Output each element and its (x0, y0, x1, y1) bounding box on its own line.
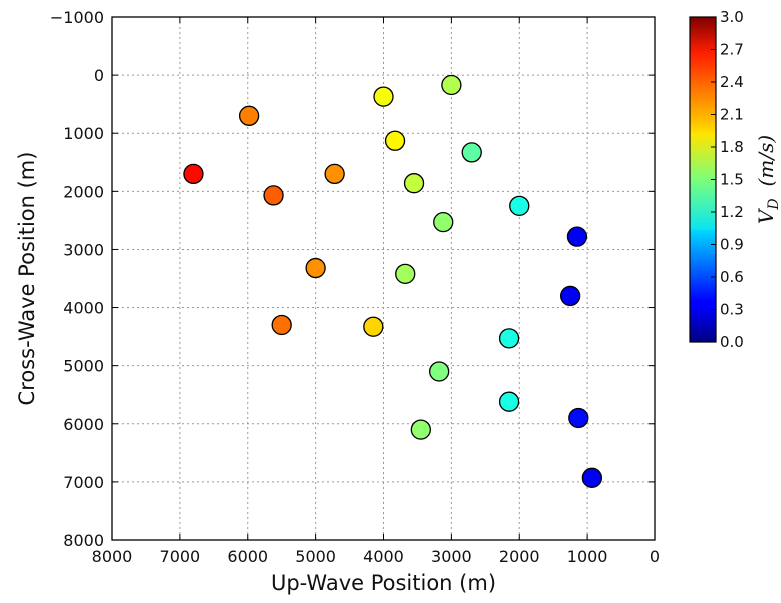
data-point (373, 86, 394, 107)
data-point (403, 173, 425, 194)
colorbar-tick-label: 0.3 (720, 301, 744, 319)
data-point (441, 74, 462, 96)
y-tick-label: 7000 (63, 473, 104, 492)
colorbar-tick-label: 0.6 (720, 268, 744, 286)
data-point (271, 314, 292, 336)
x-axis-label: Up-Wave Position (m) (271, 571, 496, 595)
colorbar-tick-label: 2.1 (720, 106, 744, 124)
y-tick-label: 5000 (63, 357, 104, 376)
y-tick-label: 0 (94, 66, 104, 85)
y-tick-label: 3000 (63, 240, 104, 259)
x-tick-label: 5000 (295, 547, 336, 566)
data-point (461, 142, 482, 163)
data-point (429, 361, 450, 382)
colorbar-tick-label: 2.4 (720, 73, 744, 91)
y-tick-label: 8000 (63, 531, 104, 550)
x-tick-label: 0 (650, 547, 660, 566)
colorbar-tick-label: 1.8 (720, 138, 744, 156)
data-point (568, 407, 589, 429)
data-point (509, 195, 530, 217)
plot-frame (111, 16, 656, 541)
data-point (395, 263, 416, 285)
data-point (433, 211, 454, 233)
x-tick-label: 7000 (160, 547, 201, 566)
data-point (384, 130, 406, 151)
x-tick-label: 8000 (92, 547, 133, 566)
data-point (560, 285, 581, 307)
plot-area: 8000 7000 6000 5000 4000 3000 2000 1000 0 −1000 0 1… (15, 8, 660, 595)
y-tick-label: 1000 (63, 124, 104, 143)
colorbar-label: VD(m/s) (754, 135, 781, 224)
colorbar-tick-label: 1.5 (720, 171, 744, 189)
y-tick-label: 6000 (63, 415, 104, 434)
data-point (183, 163, 204, 185)
data-point (566, 226, 588, 247)
data-point (363, 316, 384, 337)
data-point (263, 185, 284, 206)
colorbar-tick-label: 0.0 (720, 333, 744, 351)
data-point (581, 467, 603, 488)
x-tick-label: 6000 (227, 547, 268, 566)
data-point (324, 163, 345, 185)
y-tick-label: 2000 (63, 182, 104, 201)
data-point (498, 391, 520, 412)
data-point (410, 419, 431, 440)
colorbar-tick-label: 2.7 (720, 41, 744, 59)
x-tick-label: 4000 (363, 547, 404, 566)
colorbar-tick-label: 0.9 (720, 236, 744, 254)
colorbar-tick-label: 1.2 (720, 203, 744, 221)
x-tick-label: 2000 (499, 547, 540, 566)
colorbar: 0.0 0.3 0.6 0.9 1.2 1.5 1.8 2.1 2.4 2.7 3.0 VD(m/s) (689, 8, 781, 351)
y-tick-label: 4000 (63, 299, 104, 318)
data-point (238, 105, 260, 126)
y-axis-label: Cross-Wave Position (m) (15, 152, 39, 406)
x-tick-label: 3000 (431, 547, 472, 566)
data-point (498, 328, 520, 349)
y-tick-label: −1000 (50, 8, 104, 27)
x-tick-label: 1000 (567, 547, 608, 566)
colorbar-tick-label: 3.0 (720, 8, 744, 26)
data-point (305, 257, 326, 279)
